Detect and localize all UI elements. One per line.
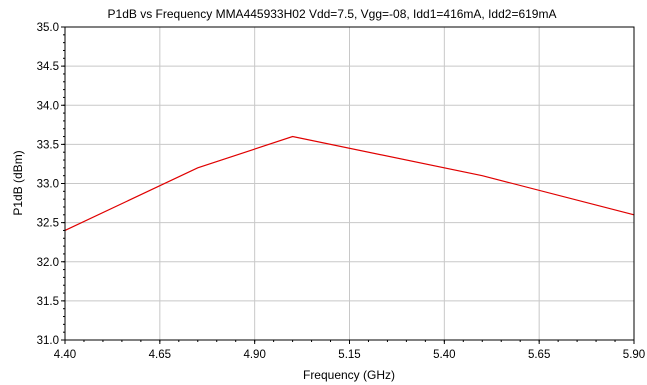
y-tick-label: 34.0 <box>37 100 59 112</box>
y-tick-label: 34.5 <box>37 61 59 73</box>
series-layer <box>64 135 635 231</box>
x-axis-label: Frequency (GHz) <box>303 368 395 382</box>
x-tick-labels: 4.40 4.65 4.90 5.15 5.40 5.65 5.90 <box>54 349 645 361</box>
x-tick-label: 5.65 <box>528 349 550 361</box>
chart-title: P1dB vs Frequency MMA445933H02 Vdd=7.5, … <box>108 7 557 21</box>
ticks <box>61 26 635 344</box>
y-tick-label: 32.5 <box>37 218 59 230</box>
x-tick-label: 5.90 <box>623 349 645 361</box>
y-tick-label: 32.0 <box>37 257 59 269</box>
x-tick-label: 4.90 <box>243 349 265 361</box>
series-line-0 <box>64 135 635 231</box>
y-axis-label: P1dB (dBm) <box>11 150 25 215</box>
y-tick-label: 31.0 <box>37 335 59 347</box>
x-tick-label: 5.40 <box>433 349 455 361</box>
x-tick-label: 5.15 <box>338 349 360 361</box>
y-tick-labels: 31.0 31.5 32.0 32.5 33.0 33.5 34.0 34.5 35.0 <box>37 22 59 347</box>
gridlines <box>65 27 634 340</box>
y-tick-label: 33.5 <box>37 139 59 151</box>
y-tick-label: 35.0 <box>37 22 59 34</box>
x-tick-label: 4.65 <box>149 349 171 361</box>
y-tick-label: 33.0 <box>37 179 59 191</box>
x-tick-label: 4.40 <box>54 349 76 361</box>
y-tick-label: 31.5 <box>37 296 59 308</box>
